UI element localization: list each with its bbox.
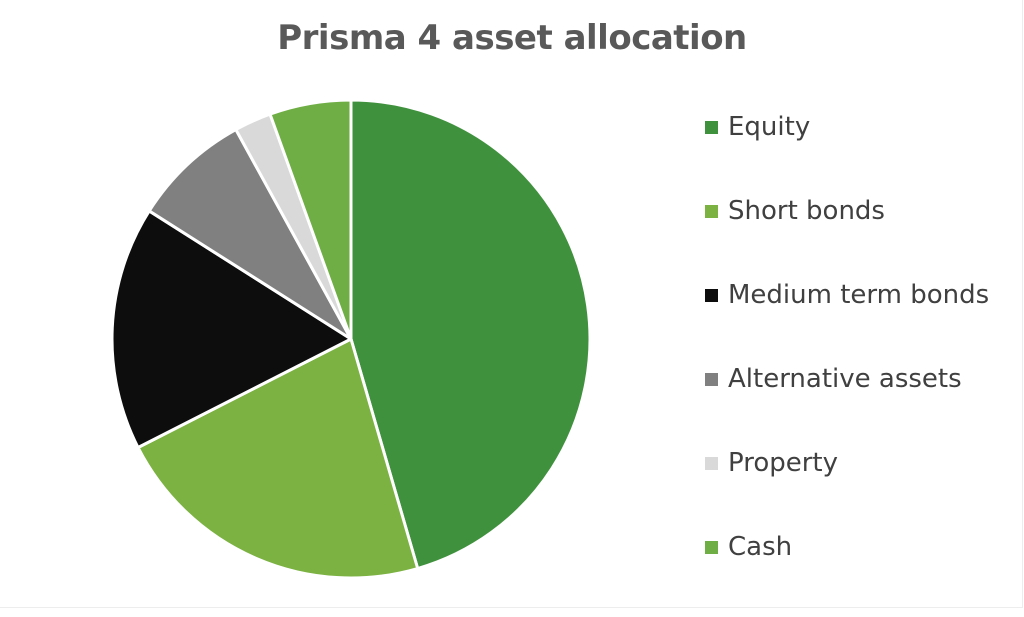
legend-item: Equity <box>705 85 810 169</box>
pie-slice-cash <box>268 98 353 341</box>
legend-item: Property <box>705 421 838 505</box>
legend-item: Alternative assets <box>705 337 962 421</box>
legend-swatch <box>705 204 718 218</box>
legend-item: Cash <box>705 505 792 589</box>
legend-label: Equity <box>728 112 811 142</box>
chart-title: Prisma 4 asset allocation <box>277 18 747 58</box>
legend-label: Property <box>728 448 839 478</box>
pie-slice-alternative-assets <box>147 128 353 341</box>
pie-slice-equity <box>349 98 592 571</box>
legend-label: Short bonds <box>728 196 885 226</box>
legend-swatch <box>705 120 718 134</box>
legend-item: Medium term bonds <box>705 253 989 337</box>
legend-swatch <box>705 288 718 302</box>
pie-slices <box>110 98 592 580</box>
legend-swatch <box>705 372 718 386</box>
pie-slice-medium-term-bonds <box>110 209 353 450</box>
pie-slice-short-bonds <box>136 337 420 580</box>
legend-label: Alternative assets <box>728 364 962 394</box>
legend-label: Cash <box>728 532 793 562</box>
legend-item: Short bonds <box>705 169 885 253</box>
legend-swatch <box>705 540 718 554</box>
legend-label: Medium term bonds <box>728 280 990 310</box>
legend-swatch <box>705 456 718 470</box>
